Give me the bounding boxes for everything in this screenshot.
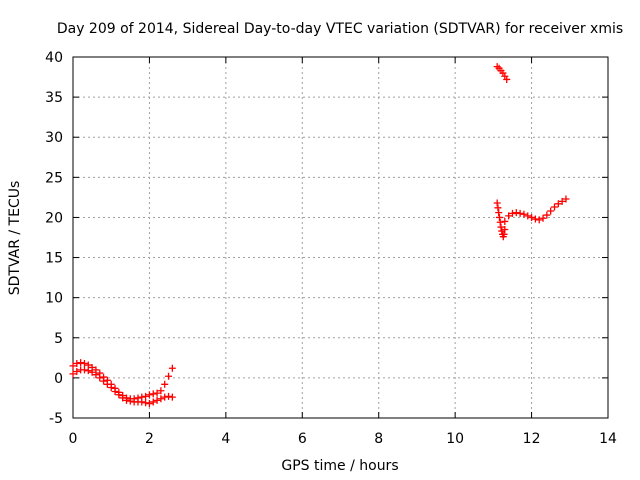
data-point [554, 200, 562, 208]
x-tick-label: 0 [69, 431, 78, 447]
data-point [153, 389, 161, 397]
data-points [69, 63, 570, 408]
data-point [80, 366, 88, 374]
data-point [558, 197, 566, 205]
x-tick-label: 4 [221, 431, 230, 447]
data-point [145, 391, 153, 399]
y-tick-label: 20 [45, 210, 63, 226]
axis-ticks [72, 56, 609, 419]
data-point [501, 217, 509, 225]
data-point [157, 395, 165, 403]
data-point [547, 207, 555, 215]
y-tick-label: 0 [54, 371, 63, 387]
y-tick-labels: -5 0 5 10 15 20 25 30 35 40 [45, 50, 63, 427]
y-tick-label: 30 [45, 130, 63, 146]
data-point [69, 362, 77, 370]
x-tick-label: 12 [523, 431, 541, 447]
data-point [73, 359, 81, 367]
data-point [520, 210, 528, 218]
y-tick-label: 40 [45, 50, 63, 66]
y-axis-label: SDTVAR / TECUs [7, 181, 23, 296]
data-point [495, 213, 503, 221]
data-point [111, 388, 119, 396]
chart-title: Day 209 of 2014, Sidereal Day-to-day VTE… [57, 21, 623, 37]
data-point [495, 209, 503, 217]
data-point [508, 209, 516, 217]
x-tick-label: 6 [298, 431, 307, 447]
data-point [103, 380, 111, 388]
data-point [161, 393, 169, 401]
data-point [123, 396, 130, 404]
series-sdtvar-late-high [493, 63, 511, 83]
data-point [149, 398, 157, 406]
data-point [107, 384, 115, 392]
y-tick-label: 15 [45, 251, 63, 267]
data-point [126, 397, 134, 405]
data-point [543, 211, 551, 219]
data-point [531, 215, 539, 223]
data-point [503, 75, 511, 83]
y-tick-label: 10 [45, 291, 63, 307]
data-point [528, 213, 536, 221]
y-tick-label: 5 [54, 331, 63, 347]
data-point [142, 392, 150, 400]
data-point [92, 371, 100, 379]
x-tick-label: 2 [145, 431, 154, 447]
x-tick-labels: 0 2 4 6 8 10 12 14 [69, 431, 617, 447]
data-point [168, 364, 176, 372]
data-point [161, 380, 169, 388]
grid-lines [73, 57, 608, 418]
data-point [493, 199, 501, 207]
data-point [145, 400, 153, 408]
data-point [501, 225, 509, 233]
y-tick-label: 35 [45, 90, 63, 106]
data-point [539, 214, 547, 222]
data-point [168, 393, 176, 401]
data-point [149, 390, 157, 398]
data-point [73, 367, 81, 375]
data-point [88, 368, 96, 376]
data-point [165, 392, 173, 400]
data-point [138, 398, 146, 406]
data-point [84, 367, 92, 375]
series-sdtvar-late-main [501, 195, 570, 225]
y-tick-label: 25 [45, 170, 63, 186]
data-point [505, 212, 513, 220]
series-sdtvar-early-b [69, 366, 176, 408]
plot-frame [72, 56, 609, 419]
series-sdtvar-late-spike [493, 199, 509, 241]
data-point [516, 209, 524, 217]
x-axis-label: GPS time / hours [281, 458, 398, 474]
data-point [497, 223, 505, 231]
data-point [512, 209, 520, 217]
data-point [562, 195, 570, 203]
data-point [115, 391, 123, 399]
data-point [77, 359, 85, 367]
data-point [153, 396, 161, 404]
data-point [551, 203, 558, 211]
data-point [500, 230, 508, 238]
data-point [142, 399, 150, 407]
data-point [100, 377, 108, 385]
data-point [119, 394, 127, 402]
y-tick-label: -5 [49, 411, 63, 427]
data-point [494, 204, 502, 212]
data-point [535, 216, 543, 224]
data-point [69, 370, 77, 378]
data-point [496, 218, 504, 226]
data-point [165, 372, 173, 380]
x-tick-label: 14 [599, 431, 617, 447]
data-point [80, 359, 88, 367]
data-point [96, 374, 104, 382]
x-tick-label: 10 [446, 431, 464, 447]
data-point [157, 387, 165, 395]
x-tick-label: 8 [374, 431, 383, 447]
data-point [524, 212, 532, 220]
